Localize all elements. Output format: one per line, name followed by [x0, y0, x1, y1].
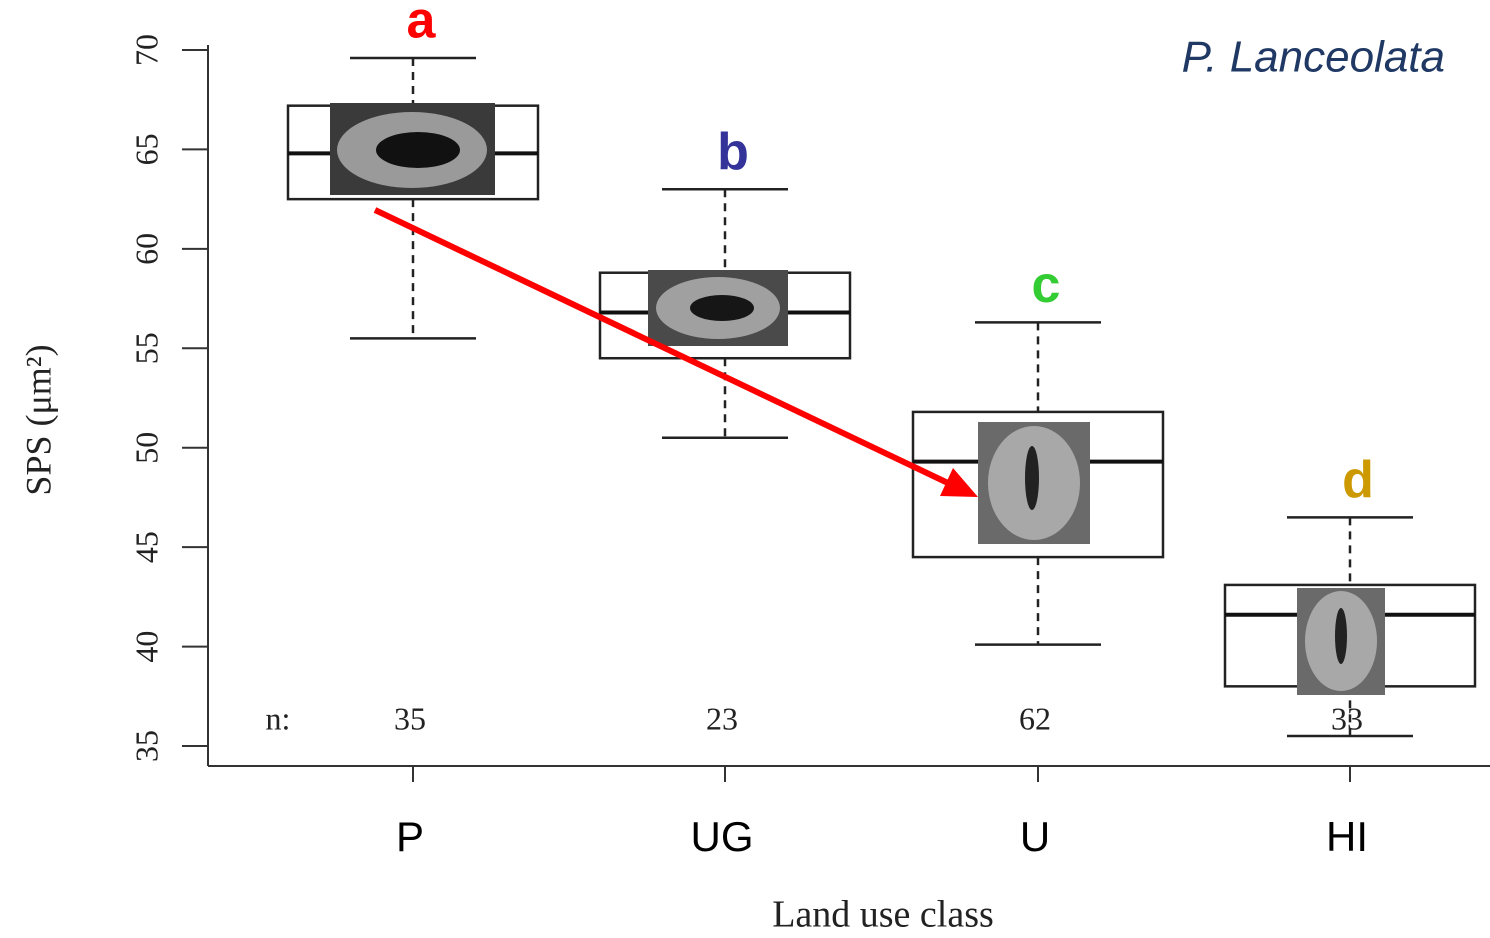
stoma-image — [648, 270, 788, 346]
n-value: 62 — [1019, 700, 1051, 736]
stoma-image — [330, 103, 495, 195]
n-value: 35 — [394, 700, 426, 736]
group-letter: a — [407, 0, 437, 50]
n-label: n: — [266, 700, 291, 736]
x-tick-label: P — [396, 813, 424, 860]
y-axis-label: SPS (μm²) — [18, 344, 58, 495]
x-tick-label: U — [1020, 813, 1050, 860]
stoma-image — [1297, 588, 1385, 695]
y-tick-label: 40 — [128, 631, 164, 663]
y-tick-label: 65 — [128, 133, 164, 165]
group-letter: b — [717, 123, 749, 181]
y-tick-label: 70 — [128, 34, 164, 66]
x-tick-label: UG — [691, 813, 754, 860]
y-tick-label: 45 — [128, 531, 164, 563]
group-letter: c — [1032, 256, 1061, 314]
y-tick-label: 35 — [128, 730, 164, 762]
chart: 35 40 45 50 55 60 65 70 P. Lanceolata Land use … — [0, 0, 1490, 938]
x-axis-label: Land use class — [772, 894, 994, 936]
n-value: 33 — [1331, 700, 1363, 736]
x-tick-label: HI — [1326, 813, 1368, 860]
y-tick-label: 50 — [128, 432, 164, 464]
y-tick-label: 55 — [128, 332, 164, 364]
n-value: 23 — [706, 700, 738, 736]
y-tick-label: 60 — [128, 233, 164, 265]
stoma-image — [978, 422, 1090, 544]
chart-title: P. Lanceolata — [1182, 33, 1445, 82]
group-letter: d — [1342, 451, 1374, 509]
